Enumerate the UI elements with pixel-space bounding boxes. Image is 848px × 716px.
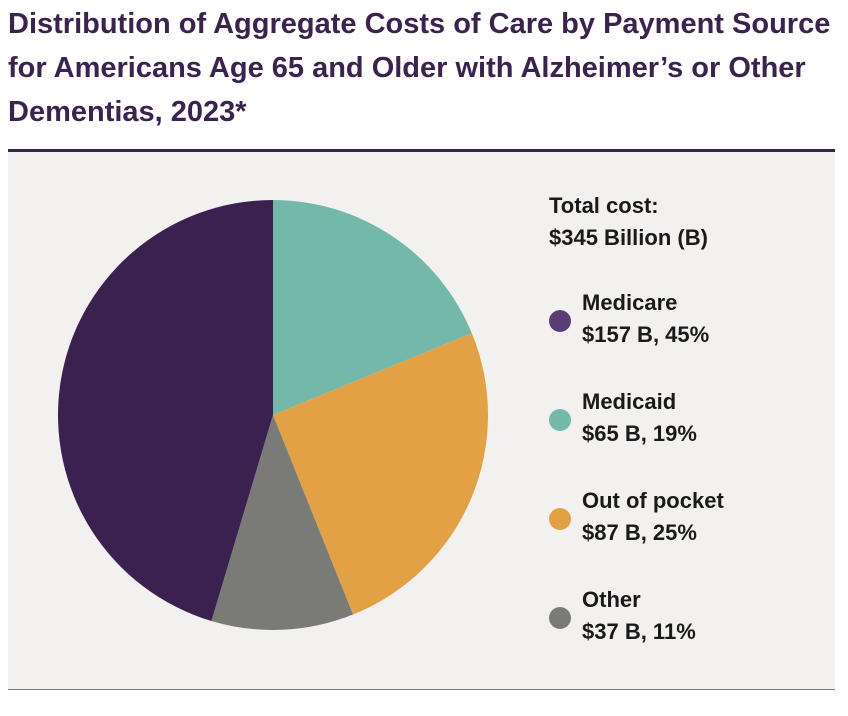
legend-swatch [549, 508, 571, 530]
legend-label: Out of pocket [582, 488, 724, 513]
pie-slice-medicaid [273, 200, 472, 415]
legend-label: Medicaid [582, 389, 677, 414]
pie-slice-other [211, 415, 354, 630]
total-cost-label: Total cost: [549, 193, 659, 218]
pie-slice-out-of-pocket [273, 333, 488, 615]
legend-swatch [549, 310, 571, 332]
legend: Medicare $157 B, 45% Medicaid $65 B, 19%… [549, 287, 829, 683]
legend-value: $37 B, 11% [582, 619, 696, 644]
legend-item-medicare: Medicare $157 B, 45% [549, 287, 829, 386]
bottom-divider [8, 689, 835, 690]
legend-item-other: Other $37 B, 11% [549, 584, 829, 683]
legend-swatch [549, 607, 571, 629]
total-cost: Total cost: $345 Billion (B) [549, 190, 708, 254]
legend-swatch [549, 409, 571, 431]
title-divider [8, 149, 835, 152]
legend-label: Medicare [582, 290, 678, 315]
chart-title: Distribution of Aggregate Costs of Care … [8, 8, 831, 128]
pie-slice-medicare [58, 200, 274, 621]
legend-value: $157 B, 45% [582, 322, 710, 347]
legend-label: Other [582, 587, 641, 612]
legend-item-out-of-pocket: Out of pocket $87 B, 25% [549, 485, 829, 584]
legend-value: $87 B, 25% [582, 520, 697, 545]
legend-value: $65 B, 19% [582, 421, 697, 446]
legend-item-medicaid: Medicaid $65 B, 19% [549, 386, 829, 485]
total-cost-value: $345 Billion (B) [549, 225, 708, 250]
pie-chart [58, 200, 488, 630]
